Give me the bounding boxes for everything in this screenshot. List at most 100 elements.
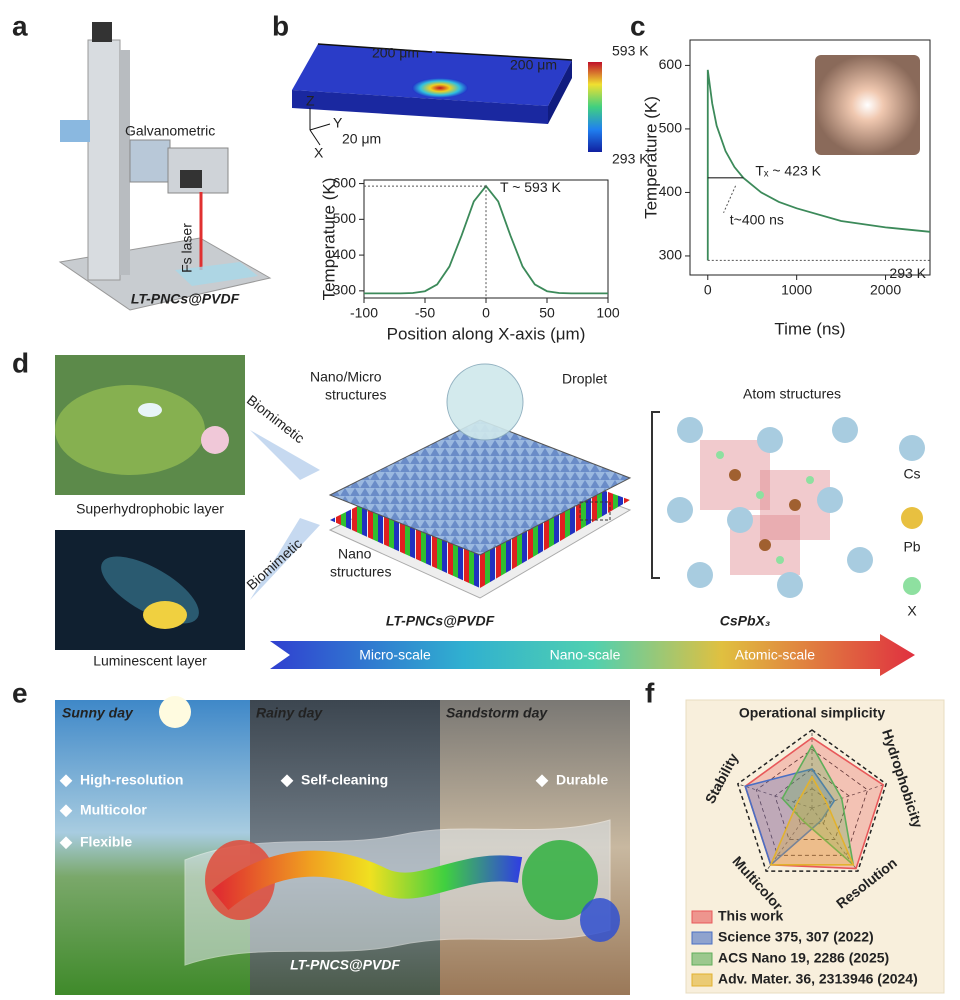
- x-tick-label: -100: [350, 305, 378, 321]
- scenes: [55, 696, 630, 995]
- y-tick-label: 300: [659, 247, 683, 263]
- label: Micro-scale: [359, 647, 431, 663]
- feature: High-resolution: [80, 772, 183, 788]
- legend-swatch: [691, 931, 713, 945]
- feature: Multicolor: [80, 802, 147, 818]
- photos: [55, 355, 245, 650]
- guide: [723, 185, 737, 214]
- annotation: T ~ 593 K: [500, 179, 562, 195]
- x-axis-label: Position along X-axis (μm): [387, 324, 586, 343]
- x-tick-label: -50: [415, 305, 435, 321]
- feature: Flexible: [80, 834, 132, 850]
- caption: Superhydrophobic layer: [76, 501, 224, 517]
- label: LT-PNCs@PVDF: [386, 613, 495, 629]
- label: Biomimetic: [243, 535, 305, 593]
- x-tick-label: 2000: [870, 282, 901, 298]
- y-tick-label: 400: [333, 246, 357, 262]
- scene-title: Sunny day: [62, 705, 134, 721]
- scene-title: Sandstorm day: [446, 705, 548, 721]
- radar-ring: [774, 768, 850, 840]
- panel-label: d: [12, 347, 29, 378]
- legend-swatch: [691, 952, 713, 966]
- label: Nano/Micro: [310, 369, 382, 385]
- x-tick-label: 0: [482, 305, 490, 321]
- y-tick-label: 600: [333, 174, 357, 190]
- dimension: 200 μm: [372, 45, 419, 61]
- dimension: 20 μm: [342, 131, 381, 147]
- label: Nano: [338, 546, 372, 562]
- caption: Luminescent layer: [93, 653, 207, 669]
- legend-label: Science 375, 307 (2022): [718, 929, 874, 945]
- instrument: [58, 22, 272, 311]
- x-tick-label: 50: [539, 305, 555, 321]
- feature: Durable: [556, 772, 608, 788]
- colorbar-min: 293 K: [612, 151, 649, 167]
- y-tick-label: 500: [333, 210, 357, 226]
- label: Biomimetic: [244, 392, 308, 447]
- legend-swatch: [691, 910, 713, 924]
- label: structures: [330, 564, 391, 580]
- label: structures: [325, 387, 386, 403]
- dimension: 200 μm: [510, 57, 557, 73]
- panel-background: [685, 699, 945, 994]
- arrow: [250, 518, 320, 600]
- panel-label: e: [12, 677, 28, 708]
- scene-title: Rainy day: [256, 705, 323, 721]
- legend-label: ACS Nano 19, 2286 (2025): [718, 950, 889, 966]
- label: Droplet: [562, 371, 607, 387]
- radar-spoke: [765, 807, 813, 872]
- y-tick-label: 600: [659, 56, 683, 72]
- y-axis-label: Temperature (K): [641, 96, 660, 219]
- legend-swatch: [691, 973, 713, 987]
- panel-label: f: [645, 677, 655, 708]
- annotation: t~400 ns: [730, 212, 784, 228]
- film-structure: [328, 363, 660, 599]
- colorbar-max: 593 K: [612, 43, 649, 59]
- radar-spoke: [811, 807, 859, 872]
- axis-name: Y: [333, 115, 343, 131]
- x-axis-label: Time (ns): [774, 319, 845, 338]
- plot-frame: [689, 39, 931, 276]
- y-tick-label: 500: [659, 120, 683, 136]
- arrow: [250, 430, 320, 480]
- label: Nano-scale: [550, 647, 621, 663]
- label: LT-PNCs@PVDF: [131, 291, 240, 307]
- label: Galvanometric: [125, 123, 215, 139]
- legend-label: X: [907, 603, 917, 619]
- label: Fs laser: [179, 223, 195, 273]
- feature: Self-cleaning: [301, 772, 388, 788]
- radar-area: [781, 743, 855, 867]
- panel-label: c: [630, 10, 646, 41]
- axis-name: X: [314, 145, 324, 161]
- radar-spoke: [811, 783, 887, 809]
- x-tick-label: 1000: [781, 282, 812, 298]
- legend-label: Cs: [903, 466, 920, 482]
- legend-label: Adv. Mater. 36, 2313946 (2024): [718, 971, 918, 987]
- legend-label: This work: [718, 908, 784, 924]
- radar-area: [769, 775, 855, 866]
- y-tick-label: 400: [659, 183, 683, 199]
- panel-label: b: [272, 10, 289, 41]
- x-tick-label: 100: [596, 305, 620, 321]
- label: Atomic-scale: [735, 647, 815, 663]
- label: CsPbX₃: [720, 613, 771, 629]
- annotation: 293 K: [889, 265, 926, 281]
- radar-ring: [792, 788, 832, 825]
- label: LT-PNCS@PVDF: [290, 957, 400, 973]
- photo: [815, 55, 920, 155]
- axis-label: Operational simplicity: [739, 705, 885, 721]
- label: Atom structures: [743, 386, 841, 402]
- radar-ring: [755, 749, 869, 856]
- lattice: [667, 417, 925, 598]
- annotation: Tₓ ~ 423 K: [755, 163, 821, 179]
- radar-spoke: [737, 783, 813, 809]
- y-axis-label: Temperature (K): [319, 178, 338, 301]
- thermal-model: [292, 43, 602, 152]
- legend-label: Pb: [903, 539, 920, 555]
- scale-arrow: [270, 634, 915, 676]
- x-tick-label: 0: [704, 282, 712, 298]
- radar-area: [744, 768, 836, 867]
- y-tick-label: 300: [333, 282, 357, 298]
- axis-name: Z: [306, 93, 315, 109]
